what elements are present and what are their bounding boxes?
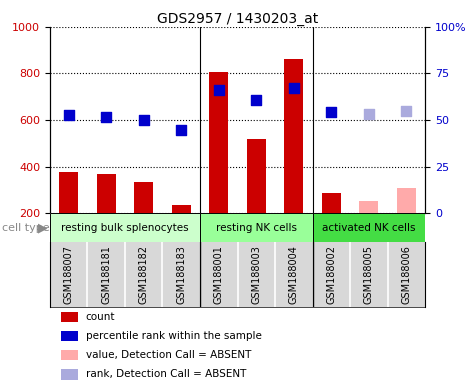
Point [102, 114, 110, 120]
Text: resting bulk splenocytes: resting bulk splenocytes [61, 222, 189, 233]
Bar [172, 205, 190, 213]
Bar [200, 213, 313, 242]
Bar [397, 187, 416, 213]
Text: GSM188002: GSM188002 [326, 245, 336, 304]
Text: GSM188183: GSM188183 [176, 245, 186, 304]
Bar [313, 213, 425, 242]
Text: GSM188005: GSM188005 [364, 245, 374, 304]
Bar [285, 60, 303, 213]
Text: GSM188003: GSM188003 [251, 245, 261, 304]
Text: GSM188007: GSM188007 [64, 245, 74, 304]
Text: GSM188001: GSM188001 [214, 245, 224, 304]
Point [365, 111, 372, 117]
Text: cell type: cell type [2, 222, 50, 233]
Bar [59, 172, 78, 213]
Point [177, 127, 185, 133]
Text: GSM188004: GSM188004 [289, 245, 299, 304]
Bar [209, 72, 228, 213]
Title: GDS2957 / 1430203_at: GDS2957 / 1430203_at [157, 12, 318, 26]
Bar [247, 139, 266, 213]
Bar [50, 213, 200, 242]
Text: rank, Detection Call = ABSENT: rank, Detection Call = ABSENT [86, 369, 246, 379]
Point [140, 117, 147, 123]
Bar [61, 311, 78, 322]
Text: GSM188181: GSM188181 [101, 245, 111, 304]
Text: count: count [86, 312, 115, 322]
Text: percentile rank within the sample: percentile rank within the sample [86, 331, 261, 341]
Bar [61, 331, 78, 341]
Bar [97, 174, 115, 213]
Text: value, Detection Call = ABSENT: value, Detection Call = ABSENT [86, 350, 251, 360]
Bar [61, 350, 78, 361]
Bar [360, 202, 378, 213]
Point [328, 109, 335, 115]
Text: GSM188006: GSM188006 [401, 245, 411, 304]
Point [65, 112, 72, 118]
Point [215, 87, 222, 93]
Text: activated NK cells: activated NK cells [322, 222, 416, 233]
Point [402, 108, 410, 114]
Text: GSM188182: GSM188182 [139, 245, 149, 304]
Text: ▶: ▶ [38, 221, 48, 234]
Text: resting NK cells: resting NK cells [216, 222, 297, 233]
Bar [134, 182, 153, 213]
Bar [61, 369, 78, 380]
Point [253, 96, 260, 103]
Bar [322, 193, 341, 213]
Point [290, 85, 297, 91]
